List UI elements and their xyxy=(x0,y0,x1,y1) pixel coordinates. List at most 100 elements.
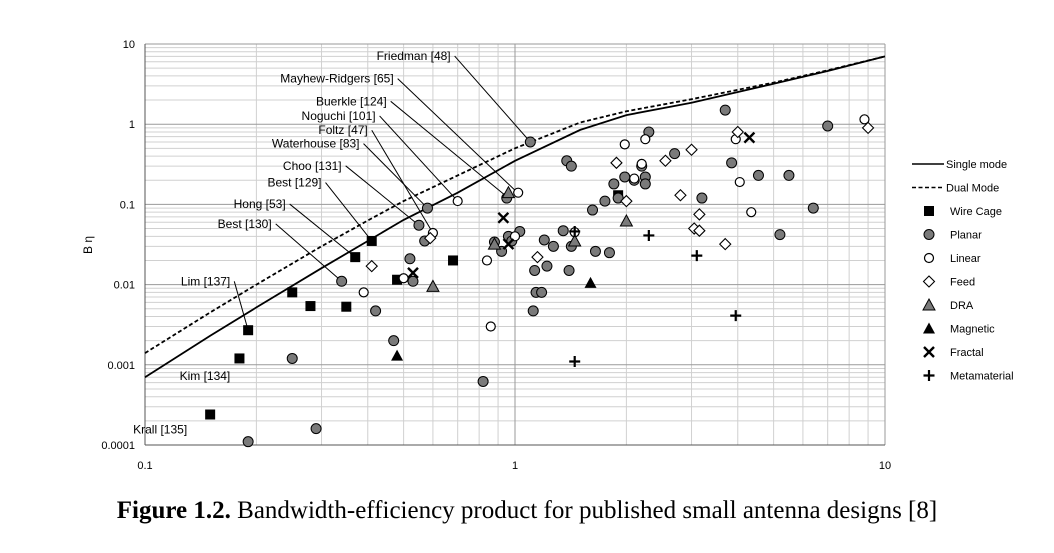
point-feed xyxy=(620,194,633,208)
point-planar xyxy=(541,260,553,272)
legend-label: Metamaterial xyxy=(950,371,1014,383)
point-planar xyxy=(563,264,575,276)
curves xyxy=(144,55,886,378)
annotation-label: Best [129] xyxy=(267,176,321,190)
legend-label: Single mode xyxy=(946,159,1007,171)
point-linear xyxy=(636,158,647,169)
point-planar xyxy=(536,286,548,298)
point-planar xyxy=(822,120,834,132)
point-linear xyxy=(734,176,745,188)
point-dra xyxy=(501,185,516,199)
point-planar xyxy=(336,275,348,287)
point-planar xyxy=(310,423,322,435)
annotation-label: Friedman [48] xyxy=(377,49,451,63)
legend-marker-planar xyxy=(923,229,935,240)
point-planar xyxy=(527,305,539,317)
point-planar xyxy=(407,275,419,287)
point-planar xyxy=(242,436,254,448)
figure-caption-text: Bandwidth-efficiency product for publish… xyxy=(230,497,938,524)
point-wire-cage xyxy=(243,325,254,336)
point-planar xyxy=(752,169,764,181)
annotation-label: Noguchi [101] xyxy=(302,109,376,123)
point-metamaterial xyxy=(569,225,581,237)
point-fractal xyxy=(497,211,510,224)
point-planar xyxy=(286,352,298,364)
legend-label: Feed xyxy=(950,277,975,289)
y-tick-label: 0.1 xyxy=(120,199,135,211)
annotation-label: Hong [53] xyxy=(234,197,286,211)
legend-marker-magnetic xyxy=(923,322,935,334)
figure-caption-label: Figure 1.2. xyxy=(116,497,231,524)
y-tick-label: 10 xyxy=(123,39,135,51)
legend-label: DRA xyxy=(950,300,974,312)
point-planar xyxy=(807,202,819,214)
annotation-leader xyxy=(379,115,459,202)
point-metamaterial xyxy=(569,355,581,367)
point-feed xyxy=(423,231,437,245)
annotation-leader xyxy=(325,182,373,242)
point-feed xyxy=(861,121,875,135)
point-magnetic xyxy=(584,276,597,288)
point-linear xyxy=(452,195,463,207)
legend-marker-linear xyxy=(923,252,935,264)
legend-label: Wire Cage xyxy=(950,206,1002,218)
point-dra xyxy=(567,233,582,247)
point-linear xyxy=(358,287,369,298)
legend-label: Dual Mode xyxy=(946,183,999,195)
point-planar xyxy=(619,171,631,183)
point-wire-cage xyxy=(205,409,216,420)
point-feed xyxy=(685,143,698,157)
point-linear xyxy=(859,114,870,125)
y-tick-label: 1 xyxy=(129,119,135,131)
legend-marker-metamaterial xyxy=(923,370,935,381)
y-axis-label: B η xyxy=(81,236,95,254)
x-tick-label: 1 xyxy=(512,460,518,472)
point-wire-cage xyxy=(448,255,459,266)
point-planar xyxy=(388,335,400,347)
legend-label: Planar xyxy=(950,230,982,242)
curve-single-mode xyxy=(144,55,886,378)
point-planar xyxy=(557,225,569,237)
point-planar xyxy=(719,104,731,116)
curve-dual-mode xyxy=(144,55,886,354)
point-planar xyxy=(370,305,382,317)
point-metamaterial xyxy=(643,229,655,241)
x-tick-label: 0.1 xyxy=(137,460,152,472)
point-feed xyxy=(718,237,732,251)
point-wire-cage xyxy=(341,301,352,312)
point-planar xyxy=(477,375,489,387)
annotation-leader xyxy=(390,100,509,199)
point-linear xyxy=(640,134,651,145)
point-feed xyxy=(659,154,672,168)
point-metamaterial xyxy=(730,310,742,322)
annotation-label: Kim [134] xyxy=(180,369,231,383)
annotation-leader xyxy=(363,143,428,209)
point-feed xyxy=(731,125,745,139)
point-planar xyxy=(669,148,681,160)
point-linear xyxy=(746,207,757,218)
point-planar xyxy=(587,204,599,216)
legend-marker-feed xyxy=(922,275,936,288)
point-wire-cage xyxy=(234,353,245,364)
legend-label: Linear xyxy=(950,253,981,265)
point-feed xyxy=(693,224,706,237)
point-planar xyxy=(696,192,708,204)
point-dra xyxy=(426,279,440,292)
annotations: Friedman [48] Mayhew-Ridgers [65] Buerkle … xyxy=(133,49,531,436)
point-planar xyxy=(603,247,615,259)
annotation-leader xyxy=(454,55,531,143)
point-dra xyxy=(487,237,502,250)
tick-labels: 0.1 1 10 0.0001 0.001 0.01 0.1 1 10 xyxy=(101,39,891,472)
point-magnetic xyxy=(391,349,404,361)
annotation-label: Waterhouse [83] xyxy=(272,137,360,151)
legend: Single mode Dual Mode Wire Cage Planar Linea… xyxy=(912,159,1014,383)
point-fractal xyxy=(407,267,419,279)
point-feed xyxy=(693,208,706,221)
y-tick-label: 0.0001 xyxy=(101,440,135,452)
point-planar xyxy=(547,240,559,252)
point-wire-cage xyxy=(287,287,298,298)
point-planar xyxy=(639,178,651,190)
point-linear xyxy=(485,321,496,332)
point-planar xyxy=(538,234,550,246)
point-metamaterial xyxy=(691,250,703,262)
